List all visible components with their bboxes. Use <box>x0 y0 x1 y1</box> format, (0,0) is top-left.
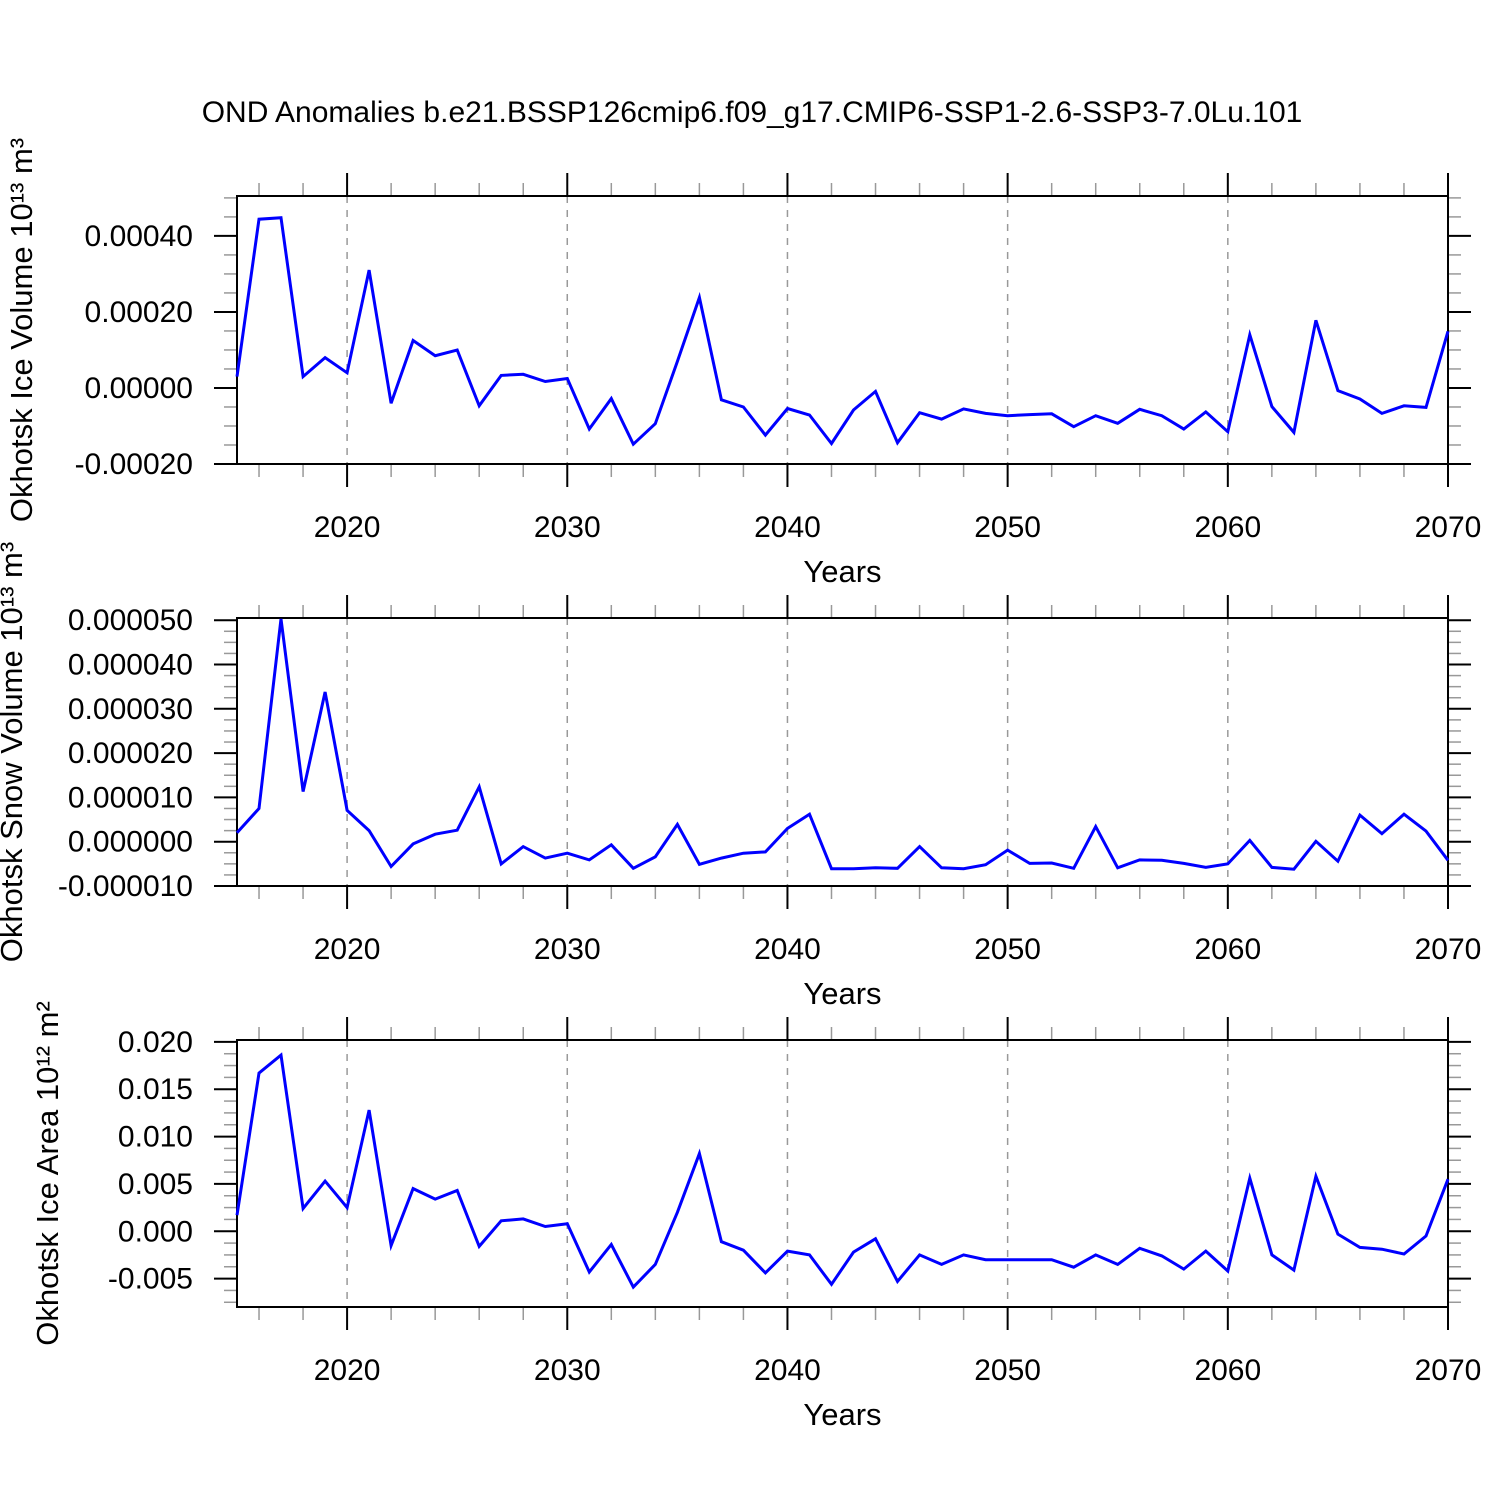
panel-okhotsk-snow-volume: 2020 2030 2040 2050 2060 2070 -0.000010 0.00000… <box>0 542 1481 1011</box>
data-line-okhotsk-ice-volume <box>235 216 1450 447</box>
x-axis-title: Years <box>803 976 881 1011</box>
y-tick-label: 0.00040 <box>85 220 193 253</box>
x-tick-label: 2040 <box>754 1354 821 1387</box>
x-tick-label: 2060 <box>1194 933 1261 966</box>
decade-gridlines <box>346 1040 1229 1307</box>
major-ticks: 2020 2030 2040 2050 2060 2070 -0.00020 0.00000 0… <box>75 173 1482 544</box>
x-tick-label: 2040 <box>754 511 821 544</box>
panel-okhotsk-ice-volume: 2020 2030 2040 2050 2060 2070 -0.00020 0.00000 0… <box>4 138 1481 589</box>
x-tick-label: 2070 <box>1415 511 1482 544</box>
plot-box <box>236 195 1449 465</box>
y-tick-label: 0.000040 <box>68 649 193 682</box>
decade-gridlines <box>346 618 1229 886</box>
major-ticks: 2020 2030 2040 2050 2060 2070 -0.005 0.000 0.005… <box>108 1017 1481 1387</box>
y-tick-label: -0.000010 <box>58 870 193 903</box>
x-tick-label: 2030 <box>534 1354 601 1387</box>
x-axis-title: Years <box>803 1397 881 1432</box>
x-tick-label: 2070 <box>1415 1354 1482 1387</box>
x-tick-label: 2030 <box>534 933 601 966</box>
minor-ticks <box>224 1027 1461 1320</box>
x-tick-label: 2060 <box>1194 511 1261 544</box>
panel-okhotsk-ice-area: 2020 2030 2040 2050 2060 2070 -0.005 0.000 0.005… <box>30 1001 1481 1432</box>
x-tick-label: 2070 <box>1415 933 1482 966</box>
y-axis-title: Okhotsk Ice Volume 10¹³ m³ <box>4 138 39 522</box>
plot-box <box>236 1039 1449 1308</box>
x-tick-label: 2040 <box>754 933 821 966</box>
x-tick-label: 2050 <box>974 933 1041 966</box>
y-tick-label: 0.00020 <box>85 296 193 329</box>
data-line-okhotsk-snow-volume <box>235 618 1450 871</box>
y-axis-title: Okhotsk Ice Area 10¹² m² <box>30 1001 65 1346</box>
major-ticks: 2020 2030 2040 2050 2060 2070 -0.000010 0.00000… <box>58 595 1482 966</box>
x-tick-label: 2050 <box>974 511 1041 544</box>
y-tick-label: 0.000 <box>118 1215 193 1248</box>
y-tick-label: 0.000010 <box>68 781 193 814</box>
y-tick-label: 0.020 <box>118 1026 193 1059</box>
plot-box <box>236 617 1449 887</box>
x-tick-label: 2060 <box>1194 1354 1261 1387</box>
y-tick-label: 0.000050 <box>68 604 193 637</box>
y-tick-label: 0.010 <box>118 1121 193 1154</box>
x-tick-label: 2020 <box>314 933 381 966</box>
x-tick-label: 2030 <box>534 511 601 544</box>
x-tick-label: 2020 <box>314 511 381 544</box>
y-tick-label: 0.00000 <box>85 372 193 405</box>
y-tick-label: 0.000030 <box>68 693 193 726</box>
y-tick-label: 0.000020 <box>68 737 193 770</box>
y-axis-title: Okhotsk Snow Volume 10¹³ m³ <box>0 542 29 962</box>
x-tick-label: 2020 <box>314 1354 381 1387</box>
data-line-okhotsk-ice-area <box>235 1052 1450 1290</box>
y-tick-label: 0.015 <box>118 1073 193 1106</box>
y-tick-label: 0.000000 <box>68 826 193 859</box>
decade-gridlines <box>346 196 1229 464</box>
x-tick-label: 2050 <box>974 1354 1041 1387</box>
figure-title: OND Anomalies b.e21.BSSP126cmip6.f09_g17… <box>201 96 1303 129</box>
minor-ticks <box>224 183 1461 477</box>
y-tick-label: 0.005 <box>118 1168 193 1201</box>
y-tick-label: -0.005 <box>108 1263 193 1296</box>
y-tick-label: -0.00020 <box>75 448 193 481</box>
minor-ticks <box>224 605 1461 899</box>
x-axis-title: Years <box>803 554 881 589</box>
